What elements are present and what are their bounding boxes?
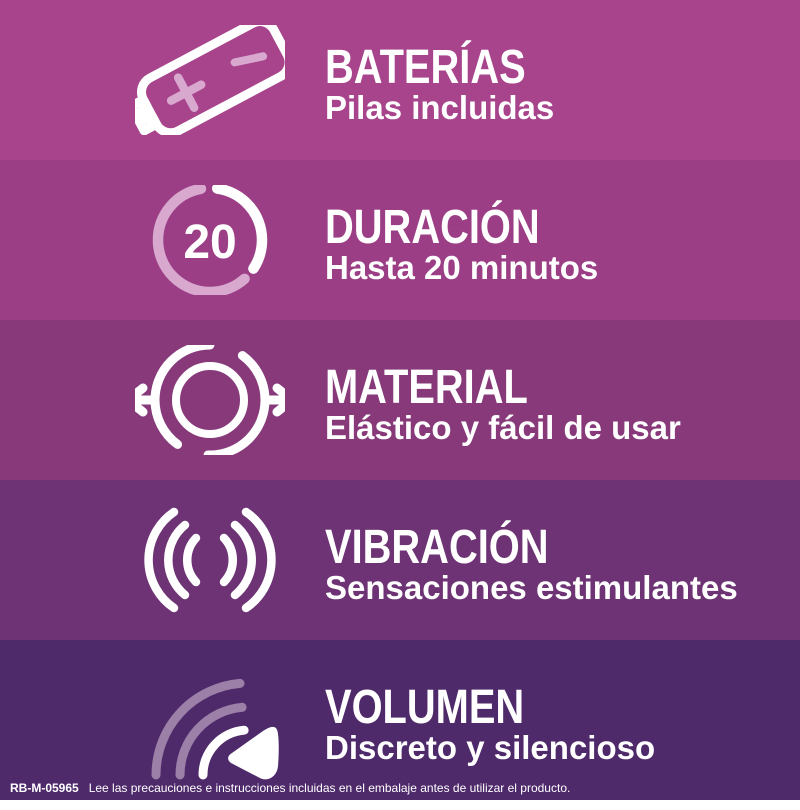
svg-text:20: 20 [183, 216, 236, 269]
